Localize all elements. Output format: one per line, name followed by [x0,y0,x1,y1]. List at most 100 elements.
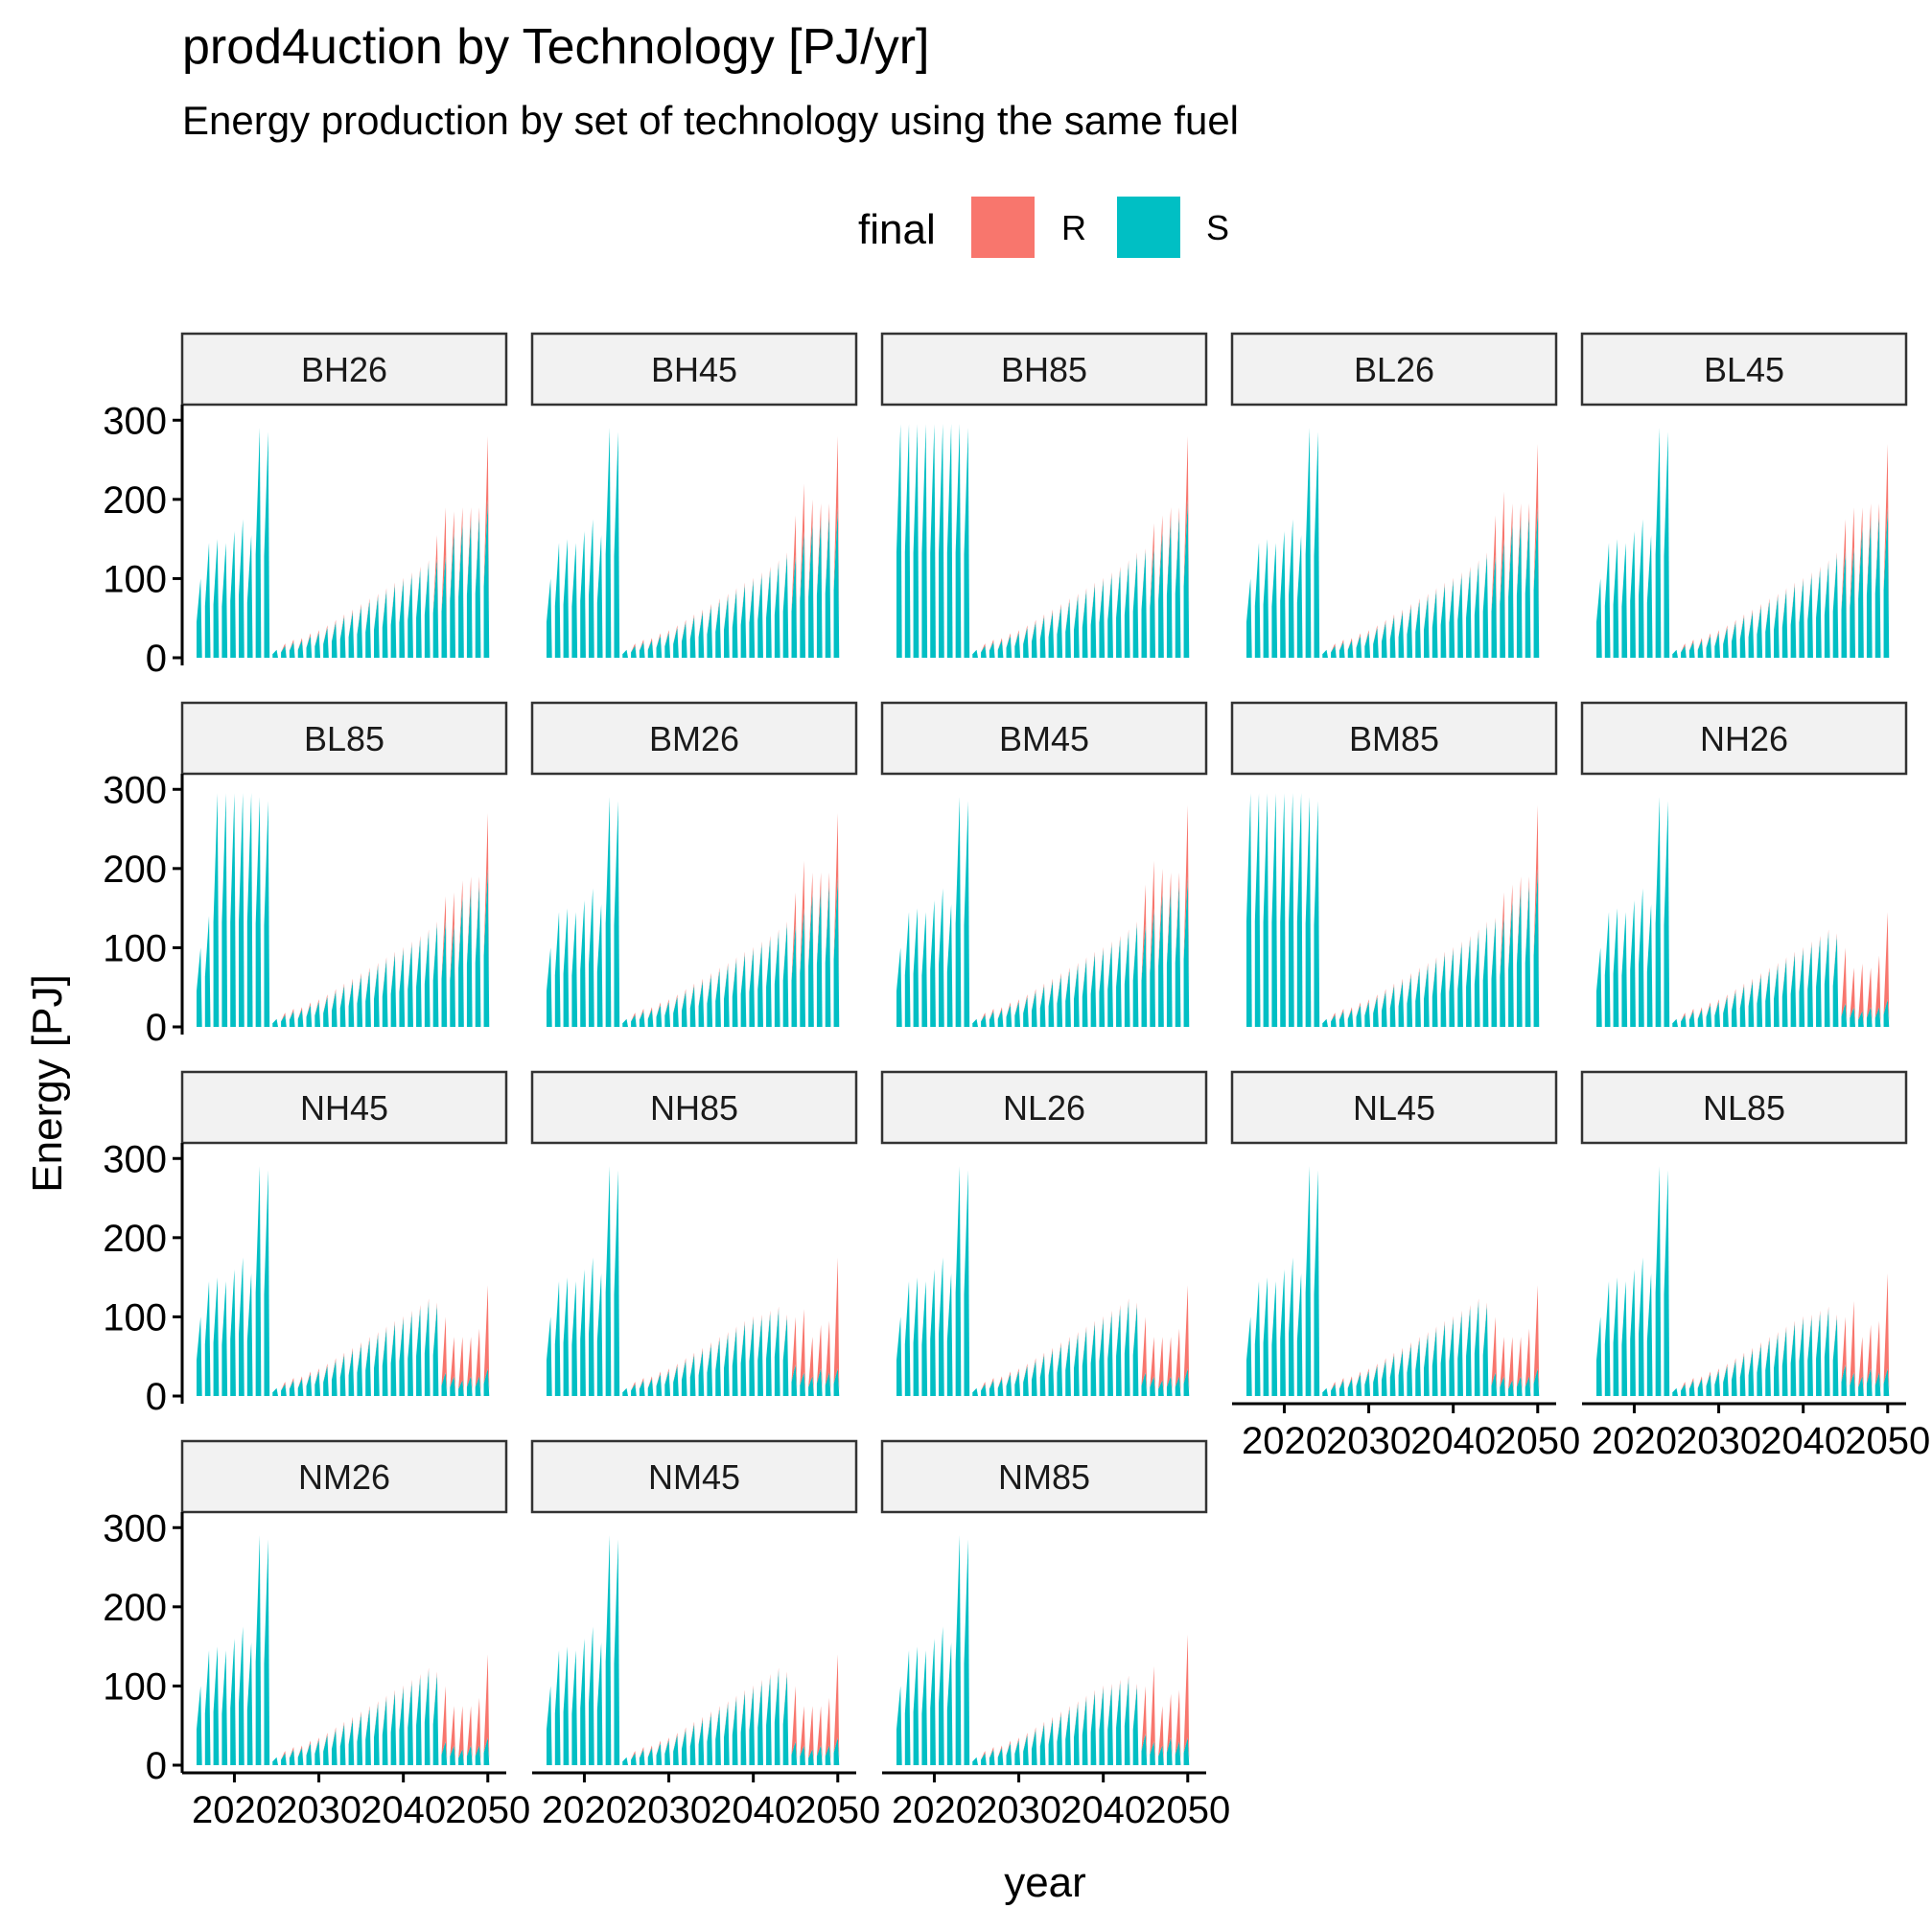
area-spike-s [707,606,713,658]
area-spike-s [1672,649,1678,658]
area-spike-s [416,569,422,658]
area-spike-s [921,912,928,1027]
area-spike-s [1271,1281,1278,1396]
area-spike-s [757,943,763,1027]
facet-strip [880,332,1208,407]
area-spike-s [1175,1741,1181,1765]
area-spike-s [1790,954,1797,1027]
area-spike-s [1107,1686,1113,1765]
area-spike-s [596,1642,603,1765]
area-spike-s [896,1316,902,1396]
area-spike-s [1697,1009,1704,1027]
area-spike-s [314,1001,321,1027]
area-spike-s [656,1742,663,1765]
area-spike-s [264,431,270,658]
area-spike-r [1883,912,1890,1022]
area-spike-s [732,1697,738,1765]
area-spike-s [1415,1338,1421,1396]
area-spike-s [1739,617,1746,658]
area-spike-s [724,1334,730,1396]
area-spike-s [1124,931,1130,1027]
area-spike-s [1082,1328,1088,1396]
area-spike-s [1014,1001,1021,1027]
area-spike-s [800,1372,806,1396]
area-spike-s [1166,888,1173,1027]
area-spike-s [681,990,687,1027]
area-spike-r [1516,1337,1523,1392]
area-spike-s [580,1638,586,1765]
area-spike-s [1065,600,1071,658]
area-spike-s [1415,600,1421,658]
area-spike-s [432,923,439,1027]
facet-strip [1580,701,1908,776]
area-spike-r [1150,860,1156,1004]
facet-strip [530,701,858,776]
facet-strip-label: BL85 [304,719,384,758]
area-spike-s [1482,554,1489,658]
area-spike-s [1604,1281,1611,1396]
area-spike-s [639,1011,645,1027]
area-spike-r [1858,1337,1864,1392]
facet-panel: NM26 0 100 200 300 2020 2030 2040 2050 [103,1439,530,1831]
area-spike-s [357,1344,363,1396]
area-spike-s [1681,1384,1687,1396]
area-spike-r [1166,1693,1173,1760]
area-spike-s [1006,635,1013,658]
area-spike-s [571,912,578,1027]
area-spike-s [424,562,431,658]
area-spike-s [348,1719,355,1765]
area-spike-s [1082,590,1088,658]
area-spike-s [946,424,953,658]
area-spike-s [1263,793,1269,1027]
area-spike-s [1621,912,1628,1027]
area-spike-s [681,621,687,658]
area-spike-s [749,1318,756,1396]
area-spike-s [255,428,262,658]
area-spike-r [1866,967,1873,1023]
area-spike-s [483,1737,490,1765]
area-spike-s [715,1338,721,1396]
area-spike-s [1364,632,1371,658]
area-spike-s [1883,1368,1890,1396]
area-spike-s [246,1273,253,1396]
facet-panel: BH45 [530,332,858,658]
facet-strip-label: NM26 [298,1457,390,1497]
area-spike-r [466,1706,473,1761]
area-spike-s [997,1009,1004,1027]
area-spike-s [1832,1316,1839,1396]
area-spike-r [1175,1689,1181,1761]
area-spike-r [1158,1706,1164,1761]
area-spike-s [1655,797,1662,1027]
area-spike-r [450,1337,456,1392]
area-spike-r [800,860,806,1004]
area-spike-s [955,1166,962,1396]
area-spike-s [1023,1734,1029,1765]
area-spike-s [1630,1269,1636,1396]
area-spike-s [1014,632,1021,658]
area-spike-s [1482,1305,1489,1396]
area-spike-r [825,1697,831,1761]
area-spike-s [1613,908,1619,1027]
facet-strip-label: BM45 [999,719,1089,758]
area-spike-s [955,797,962,1027]
area-spike-s [791,554,798,658]
x-tick-label: 2030 [626,1789,711,1831]
facet-strip [1230,332,1558,407]
facet-panel: BM85 [1230,701,1558,1027]
area-spike-s [732,1328,738,1396]
area-spike-s [1099,949,1106,1027]
area-spike-r [1141,1316,1148,1392]
area-spike-s [1639,519,1644,658]
area-spike-s [825,1745,831,1765]
y-tick-label: 100 [103,558,167,600]
area-spike-s [297,640,304,658]
area-spike-s [757,1316,763,1396]
area-spike-s [1065,969,1071,1027]
area-spike-s [647,1009,654,1027]
area-spike-s [580,899,586,1027]
area-spike-s [1048,981,1055,1027]
facet-panel: BM26 [530,701,858,1027]
y-tick-label: 300 [103,400,167,442]
area-spike-s [766,938,772,1027]
area-spike-s [964,1539,970,1765]
